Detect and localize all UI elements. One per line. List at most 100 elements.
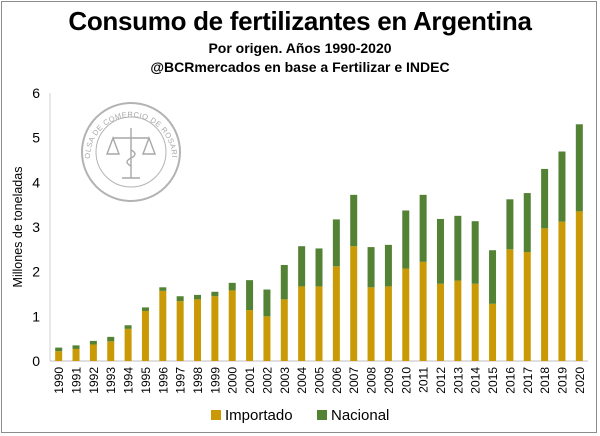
bar-importado <box>506 249 514 361</box>
bar-importado <box>141 310 149 361</box>
bar-importado <box>298 286 306 361</box>
bar-nacional <box>89 340 97 345</box>
chart-source: @BCRmercados en base a Fertilizar e INDE… <box>150 59 450 75</box>
legend-swatch <box>317 410 327 420</box>
x-tick-label: 1999 <box>208 367 222 394</box>
bar-importado <box>176 301 184 361</box>
bar-importado <box>107 341 115 361</box>
bar-nacional <box>159 287 167 291</box>
bar-nacional <box>194 294 202 300</box>
y-tick-label: 3 <box>32 219 40 235</box>
x-tick-label: 1992 <box>87 367 101 394</box>
bar-nacional <box>419 194 427 262</box>
bar-nacional <box>350 194 358 247</box>
bar-importado <box>471 283 479 361</box>
bar-nacional <box>280 264 288 300</box>
seal-watermark: BOLSA DE COMERCIO DE ROSARIO <box>0 0 181 202</box>
scales-of-justice-seal-icon <box>105 128 157 179</box>
x-tick-label: 2002 <box>260 367 274 394</box>
x-tick-label: 2009 <box>382 367 396 394</box>
x-tick-label: 2020 <box>573 367 587 394</box>
chart-title: Consumo de fertilizantes en Argentina <box>68 6 532 36</box>
y-axis-label: Millones de toneladas <box>11 167 25 288</box>
x-tick-label: 1998 <box>191 367 205 394</box>
x-tick-label: 1996 <box>156 367 170 394</box>
x-tick-label: 2004 <box>295 367 309 394</box>
y-tick-label: 5 <box>32 130 40 146</box>
bar-importado <box>124 328 132 361</box>
bar-importado <box>523 252 531 361</box>
bar-nacional <box>315 248 323 287</box>
svg-text:BOLSA DE COMERCIO DE ROSARIO: BOLSA DE COMERCIO DE ROSARIO <box>0 0 179 159</box>
bar-importado <box>419 261 427 361</box>
legend-label: Nacional <box>331 407 389 424</box>
x-tick-label: 1995 <box>139 367 153 394</box>
x-tick-label: 2016 <box>503 367 517 394</box>
x-tick-label: 1997 <box>174 367 188 394</box>
x-tick-label: 2001 <box>243 367 257 394</box>
bar-importado <box>332 266 340 361</box>
bar-nacional <box>436 218 444 284</box>
bar-nacional <box>107 336 115 342</box>
x-tick-label: 1993 <box>104 367 118 394</box>
x-tick-label: 2019 <box>555 367 569 394</box>
x-tick-label: 2013 <box>451 367 465 394</box>
bar-nacional <box>471 221 479 284</box>
x-tick-label: 2018 <box>538 367 552 394</box>
x-tick-label: 2000 <box>226 367 240 394</box>
x-tick-label: 2003 <box>278 367 292 394</box>
x-tick-label: 2006 <box>330 367 344 394</box>
bar-nacional <box>506 199 514 250</box>
x-tick-label: 1994 <box>122 367 136 394</box>
y-tick-label: 2 <box>32 264 40 280</box>
bar-nacional <box>55 347 63 352</box>
bar-importado <box>454 280 462 361</box>
bar-nacional <box>228 282 236 291</box>
x-tick-label: 2012 <box>434 367 448 394</box>
bar-importado <box>246 310 254 361</box>
x-tick-label: 2008 <box>365 367 379 394</box>
bar-importado <box>159 290 167 361</box>
y-tick-label: 4 <box>32 174 40 190</box>
bar-nacional <box>332 219 340 267</box>
x-tick-label: 1990 <box>52 367 66 394</box>
bar-nacional <box>298 246 306 287</box>
bar-nacional <box>246 280 254 311</box>
bar-importado <box>194 299 202 361</box>
bar-nacional <box>263 289 271 317</box>
bar-nacional <box>176 296 184 302</box>
bar-importado <box>211 296 219 361</box>
bar-importado <box>280 299 288 361</box>
bar-importado <box>350 246 358 361</box>
bar-nacional <box>558 151 566 222</box>
bar-importado <box>436 283 444 361</box>
bar-importado <box>575 211 583 361</box>
x-tick-label: 2005 <box>313 367 327 394</box>
bar-importado <box>541 228 549 361</box>
bar-importado <box>72 348 80 361</box>
bar-nacional <box>367 247 375 288</box>
bar-importado <box>89 344 97 361</box>
bar-nacional <box>141 307 149 311</box>
legend: Importado Nacional <box>211 407 389 424</box>
y-tick-label: 6 <box>32 85 40 101</box>
bar-importado <box>489 303 497 361</box>
bar-nacional <box>541 168 549 229</box>
seal-text: BOLSA DE COMERCIO DE ROSARIO <box>0 0 179 159</box>
bar-nacional <box>384 244 392 287</box>
x-tick-label: 2007 <box>347 367 361 394</box>
legend-swatch <box>211 410 221 420</box>
bar-importado <box>384 286 392 361</box>
x-tick-label: 2010 <box>399 367 413 394</box>
bar-nacional <box>523 193 531 253</box>
bar-importado <box>558 221 566 361</box>
x-tick-label: 2014 <box>469 367 483 394</box>
bar-importado <box>263 316 271 361</box>
bar-nacional <box>402 210 410 269</box>
bar-nacional <box>575 124 583 212</box>
bar-nacional <box>72 345 80 349</box>
x-tick-label: 2011 <box>417 367 431 393</box>
chart-subtitle: Por origen. Años 1990-2020 <box>208 40 392 56</box>
x-tick-label: 2015 <box>486 367 500 394</box>
